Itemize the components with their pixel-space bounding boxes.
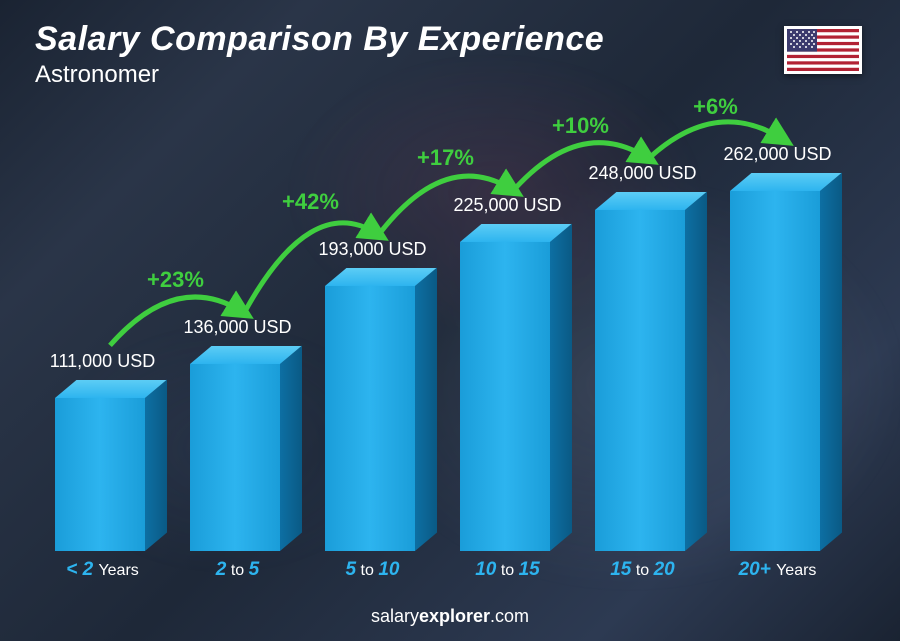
x-axis-label: 20+ Years xyxy=(710,559,845,581)
header: Salary Comparison By Experience Astronom… xyxy=(35,20,865,89)
footer-text-suffix: .com xyxy=(490,606,529,626)
pct-label: +6% xyxy=(693,94,738,119)
pct-label: +42% xyxy=(282,189,339,214)
bar xyxy=(190,364,280,551)
x-axis-label: 15 to 20 xyxy=(575,559,710,581)
bar-front xyxy=(730,191,820,551)
bar-side xyxy=(685,192,707,551)
page-title: Salary Comparison By Experience xyxy=(35,20,865,59)
footer-text-bold: explorer xyxy=(419,606,490,626)
bar-side xyxy=(145,380,167,551)
bar-side xyxy=(415,267,437,551)
pct-label: +10% xyxy=(552,113,609,138)
page-subtitle: Astronomer xyxy=(35,61,865,89)
bar-side xyxy=(280,346,302,551)
bar xyxy=(595,210,685,551)
bar-front xyxy=(595,210,685,551)
pct-label: +23% xyxy=(147,267,204,292)
bar-front xyxy=(460,242,550,551)
bar xyxy=(55,398,145,551)
x-axis-label: 5 to 10 xyxy=(305,559,440,581)
bar xyxy=(730,191,820,551)
salary-bar-chart: 111,000 USD< 2 Years136,000 USD2 to 5+23… xyxy=(35,111,845,581)
bar-side xyxy=(820,173,842,551)
footer-text-light: salary xyxy=(371,606,419,626)
x-axis-label: < 2 Years xyxy=(35,559,170,581)
growth-arc: +6% xyxy=(640,86,805,175)
bar-front xyxy=(55,398,145,551)
bar-front xyxy=(190,364,280,551)
x-axis-label: 2 to 5 xyxy=(170,559,305,581)
x-axis-label: 10 to 15 xyxy=(440,559,575,581)
bar xyxy=(460,242,550,551)
pct-label: +17% xyxy=(417,145,474,170)
country-flag-icon xyxy=(784,26,862,74)
bar-side xyxy=(550,223,572,551)
footer-attribution: salaryexplorer.com xyxy=(0,606,900,627)
